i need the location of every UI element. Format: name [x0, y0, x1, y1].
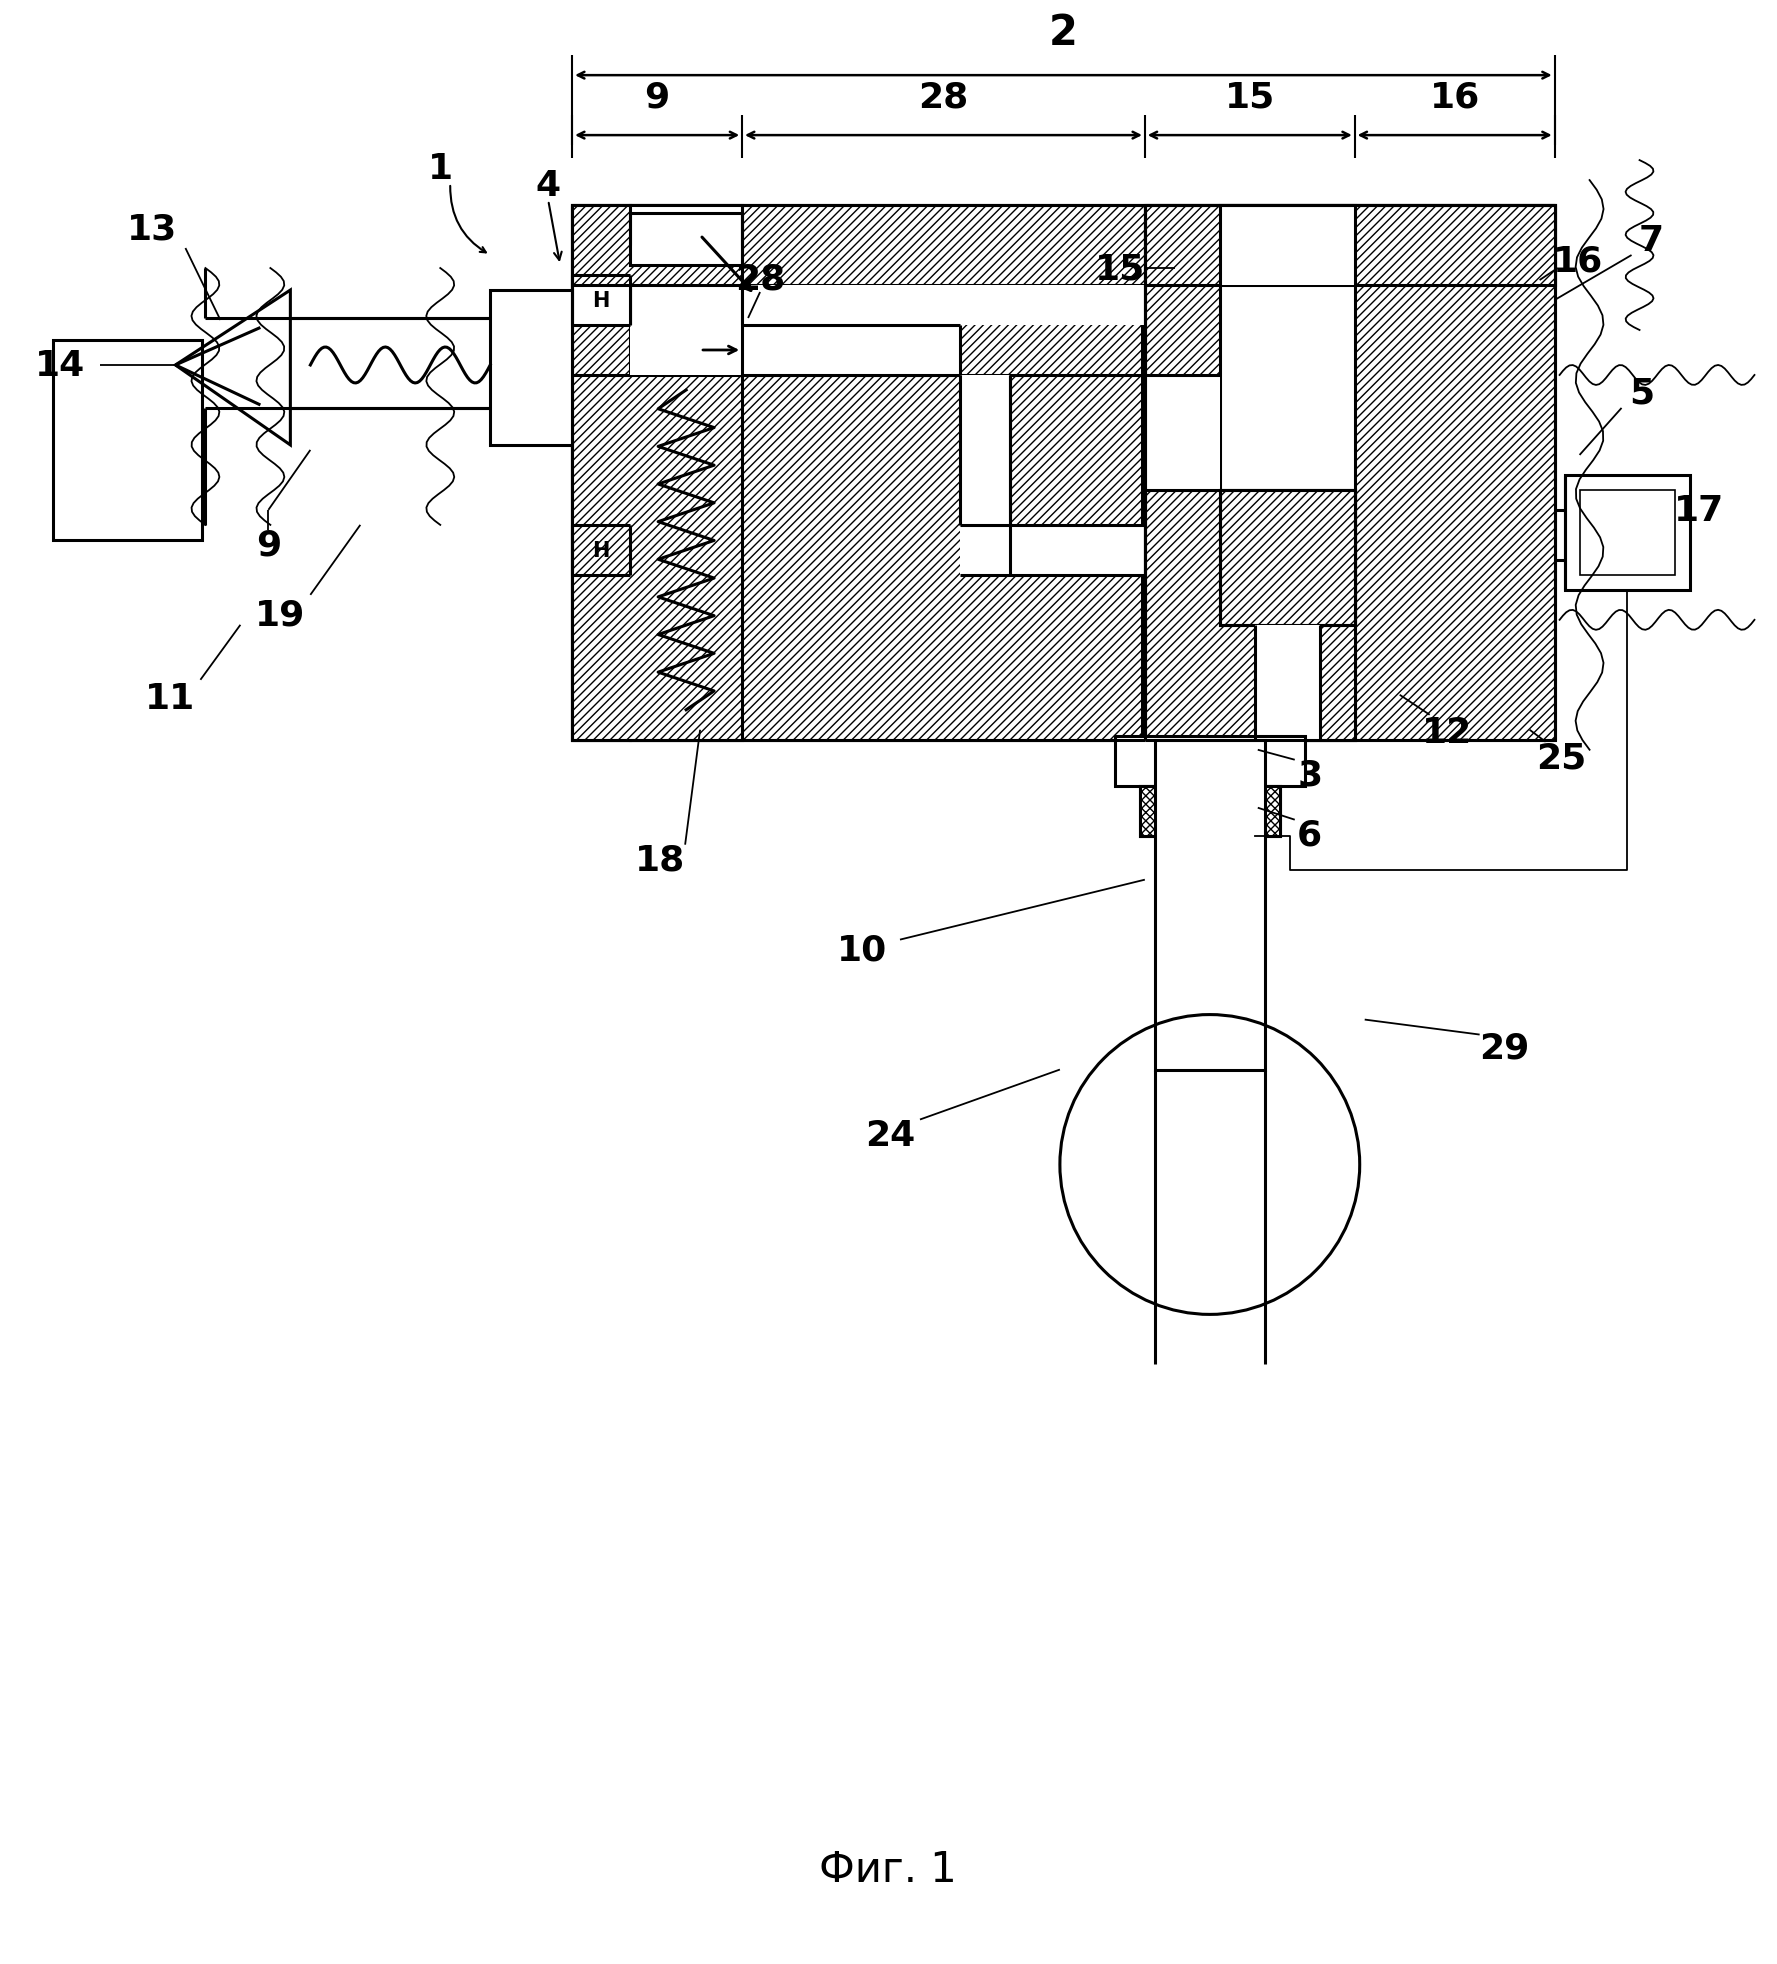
Text: 15: 15 [1095, 251, 1144, 287]
Text: 16: 16 [1553, 244, 1603, 277]
Text: 11: 11 [146, 682, 195, 715]
Text: 24: 24 [865, 1118, 915, 1153]
Text: 1: 1 [428, 151, 453, 187]
Text: 6: 6 [1297, 819, 1322, 852]
Bar [572, 375, 1143, 740]
Text: 15: 15 [1224, 81, 1274, 114]
Text: 19: 19 [256, 599, 306, 632]
Bar [572, 206, 631, 740]
Text: 2: 2 [1048, 12, 1079, 55]
Text: 10: 10 [837, 933, 887, 966]
Text: 3: 3 [1297, 758, 1322, 791]
Text: 25: 25 [1537, 740, 1587, 776]
Bar [1114, 736, 1304, 786]
Text: 9: 9 [256, 528, 281, 562]
Text: 4: 4 [535, 169, 562, 202]
Bar [1255, 625, 1320, 740]
Text: 18: 18 [634, 843, 686, 878]
Bar [631, 206, 743, 246]
Text: H: H [592, 540, 610, 560]
Text: 13: 13 [128, 212, 178, 246]
Bar [1144, 375, 1219, 491]
Bar [743, 326, 960, 375]
Text: 28: 28 [919, 81, 968, 114]
Bar [743, 287, 1144, 326]
Text: 17: 17 [1674, 493, 1725, 528]
Bar [1219, 491, 1354, 625]
Bar [572, 275, 631, 326]
Text: 29: 29 [1480, 1031, 1530, 1064]
Bar [1139, 786, 1279, 837]
Text: 12: 12 [1422, 715, 1471, 750]
Bar [1144, 206, 1555, 740]
Text: 5: 5 [1630, 377, 1654, 410]
Bar [960, 375, 1009, 575]
Bar [1219, 206, 1354, 740]
Bar [631, 206, 743, 740]
Bar [572, 206, 1143, 740]
Text: 7: 7 [1638, 224, 1663, 257]
Bar [1155, 740, 1265, 1070]
Bar [572, 206, 1555, 287]
Bar [1580, 491, 1674, 575]
Bar [1564, 475, 1690, 591]
Bar [631, 214, 743, 265]
Text: 9: 9 [645, 81, 670, 114]
Text: 14: 14 [36, 350, 85, 383]
Bar [572, 526, 631, 575]
Bar [1144, 206, 1555, 287]
Text: 16: 16 [1429, 81, 1480, 114]
Text: Фиг. 1: Фиг. 1 [819, 1848, 956, 1889]
Text: 28: 28 [736, 261, 785, 297]
Bar [960, 526, 1144, 575]
Bar [490, 291, 572, 446]
Bar [1144, 491, 1354, 740]
Bar [1219, 206, 1354, 287]
Bar [53, 342, 203, 540]
Text: H: H [592, 291, 610, 310]
Bar [1219, 491, 1354, 625]
Bar [631, 326, 960, 375]
Bar [1139, 786, 1279, 837]
